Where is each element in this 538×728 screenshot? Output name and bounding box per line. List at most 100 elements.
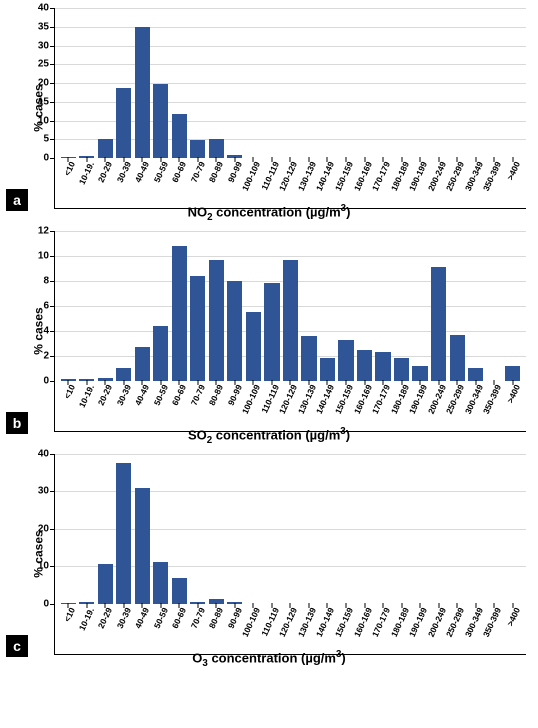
bar [135,27,150,158]
bar [431,267,446,381]
bar-column [96,8,115,158]
bar-column [59,8,78,158]
y-tick-mark [50,381,55,382]
panel-letter-b: b [6,412,28,434]
bar-column [263,231,282,381]
bar-column [170,8,189,158]
chart-area: % cases024681012<1010-19.20-2930-3940-49… [54,231,526,432]
bar-column [485,8,504,158]
bar [301,336,316,381]
bar-column [392,8,411,158]
bar-column [429,231,448,381]
bar-column [355,454,374,604]
bar [246,312,261,381]
bar [227,281,242,381]
bar-column [96,454,115,604]
bar-column [411,231,430,381]
bar-column [244,231,263,381]
bar-column [429,8,448,158]
bar-column [189,231,208,381]
bar-column [226,454,245,604]
chart-panel-b: b % cases024681012<1010-19.20-2930-3940-4… [6,231,532,448]
bar-column [411,454,430,604]
bar-column [355,231,374,381]
bar [264,283,279,381]
bar [172,246,187,381]
bar-column [448,454,467,604]
bar-column [337,231,356,381]
bar-column [337,454,356,604]
bar-column [374,8,393,158]
panel-letter-c: c [6,635,28,657]
bar-column [466,231,485,381]
bar-column [411,8,430,158]
bar-column [115,231,134,381]
y-tick-mark [50,604,55,605]
bar-column [78,454,97,604]
bar-column [263,454,282,604]
bar [209,139,224,158]
bar [505,366,520,381]
bar-column [466,8,485,158]
bar-column [318,8,337,158]
bar-column [485,454,504,604]
bar-column [152,454,171,604]
chart-area: % cases0510152025303540<1010-19.20-2930-… [54,8,526,209]
bar [375,352,390,381]
bar-column [152,8,171,158]
bar-column [207,454,226,604]
bar-column [115,454,134,604]
bar-column [503,454,522,604]
bar-column [318,454,337,604]
bar [190,140,205,158]
bar-column [281,454,300,604]
chart-panel-c: c% cases010203040<1010-19.20-2930-3940-4… [6,454,532,671]
bar [394,358,409,381]
bar [98,564,113,603]
bar-column [374,454,393,604]
bar-column [392,231,411,381]
bars-container [55,454,526,604]
bar-column [448,231,467,381]
bar-column [318,231,337,381]
bar [98,139,113,158]
bar [135,488,150,604]
bar [116,88,131,158]
bar [153,84,168,158]
bar-column [300,231,319,381]
bar-column [207,8,226,158]
bar-column [300,8,319,158]
bar-column [337,8,356,158]
chart-panel-a: a % cases0510152025303540<1010-19.20-2930… [6,8,532,225]
bars-container [55,8,526,158]
bar-column [281,8,300,158]
bar-column [170,454,189,604]
bar [172,114,187,158]
bar [153,326,168,381]
bar [450,335,465,381]
bar [135,347,150,381]
bar-column [133,231,152,381]
bar-column [152,231,171,381]
bar-column [170,231,189,381]
bar-column [503,231,522,381]
bar-column [115,8,134,158]
bar [320,358,335,381]
plot-region [55,454,526,604]
panel-letter-a: a [6,189,28,211]
bar [172,578,187,604]
bar-column [226,231,245,381]
bar-column [503,8,522,158]
bar-column [207,231,226,381]
bar-column [59,231,78,381]
bar-column [448,8,467,158]
bar-column [429,454,448,604]
plot-region [55,231,526,381]
bar-column [263,8,282,158]
bars-container [55,231,526,381]
bar-column [300,454,319,604]
bar-column [189,454,208,604]
bar [116,463,131,604]
bar-column [226,8,245,158]
bar-column [96,231,115,381]
